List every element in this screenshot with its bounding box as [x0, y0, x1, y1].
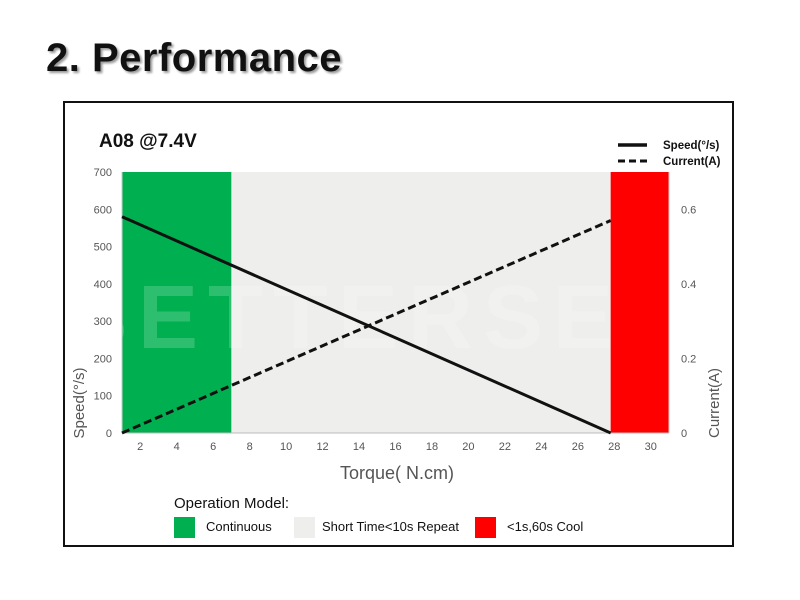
region-peak [610, 172, 669, 433]
x-tick-label: 22 [499, 441, 511, 453]
legend-short-time-label: Short Time<10s Repeat [322, 519, 459, 534]
x-tick-label: 26 [572, 441, 584, 453]
y2-tick-label: 0.6 [681, 204, 696, 216]
performance-chart: BETTERSE 2 4 6 8 10 12 14 16 18 20 22 24 26 28 3001002… [65, 131, 723, 538]
x-tick-label: 14 [353, 441, 365, 453]
y-tick-label: 300 [94, 316, 112, 328]
legend-short-time-swatch [294, 517, 315, 538]
legend-peak-swatch [475, 517, 496, 538]
y2-tick-label: 0.2 [681, 353, 696, 365]
x-axis-label: Torque( N.cm) [340, 463, 454, 483]
speed-line [121, 215, 612, 435]
y-tick-label: 500 [94, 242, 112, 254]
chart-series [121, 215, 612, 435]
region-legend: Operation Model: Continuous Short Time<1… [174, 495, 583, 538]
legend-continuous-swatch [174, 517, 195, 538]
y-tick-label: 100 [94, 391, 112, 403]
y2-tick-label: 0.4 [681, 279, 696, 291]
legend-speed-label: Speed(°/s) [663, 140, 720, 152]
y-tick-label: 200 [94, 353, 112, 365]
legend-current-label: Current(A) [663, 156, 721, 168]
page-title: 2. Performance [46, 36, 343, 80]
x-tick-label: 16 [389, 441, 401, 453]
chart-axes [121, 172, 670, 434]
x-tick-label: 12 [316, 441, 328, 453]
x-tick-label: 18 [426, 441, 438, 453]
x-tick-label: 8 [247, 441, 253, 453]
current-line [121, 219, 612, 435]
region-continuous [122, 172, 232, 433]
y2-axis-label: Current(A) [706, 368, 723, 438]
y-tick-label: 0 [106, 428, 112, 440]
region-legend-title: Operation Model: [174, 495, 289, 512]
legend-peak-label: <1s,60s Cool [507, 519, 583, 534]
y-tick-label: 700 [94, 167, 112, 179]
x-tick-label: 20 [462, 441, 474, 453]
x-tick-label: 24 [535, 441, 547, 453]
y-tick-label: 400 [94, 279, 112, 291]
x-tick-label: 2 [137, 441, 143, 453]
chart-frame: BETTERSE 2 4 6 8 10 12 14 16 18 20 22 24 26 28 30 0 100 2… [63, 101, 734, 547]
tick-labels: 2 4 6 8 10 12 14 16 18 20 22 24 26 28 3001002003004005… [94, 167, 697, 453]
x-tick-label: 4 [174, 441, 180, 453]
x-tick-label: 30 [645, 441, 657, 453]
y-tick-label: 600 [94, 204, 112, 216]
y2-tick-label: 0 [681, 428, 687, 440]
watermark: BETTERSE [65, 268, 623, 368]
x-tick-label: 10 [280, 441, 292, 453]
y-axis-label: Speed(°/s) [71, 367, 88, 438]
chart-title: A08 @7.4V [99, 131, 197, 152]
legend-continuous-label: Continuous [206, 519, 272, 534]
series-legend: Speed(°/s) Current(A) [618, 140, 721, 168]
x-tick-label: 28 [608, 441, 620, 453]
x-tick-label: 6 [210, 441, 216, 453]
